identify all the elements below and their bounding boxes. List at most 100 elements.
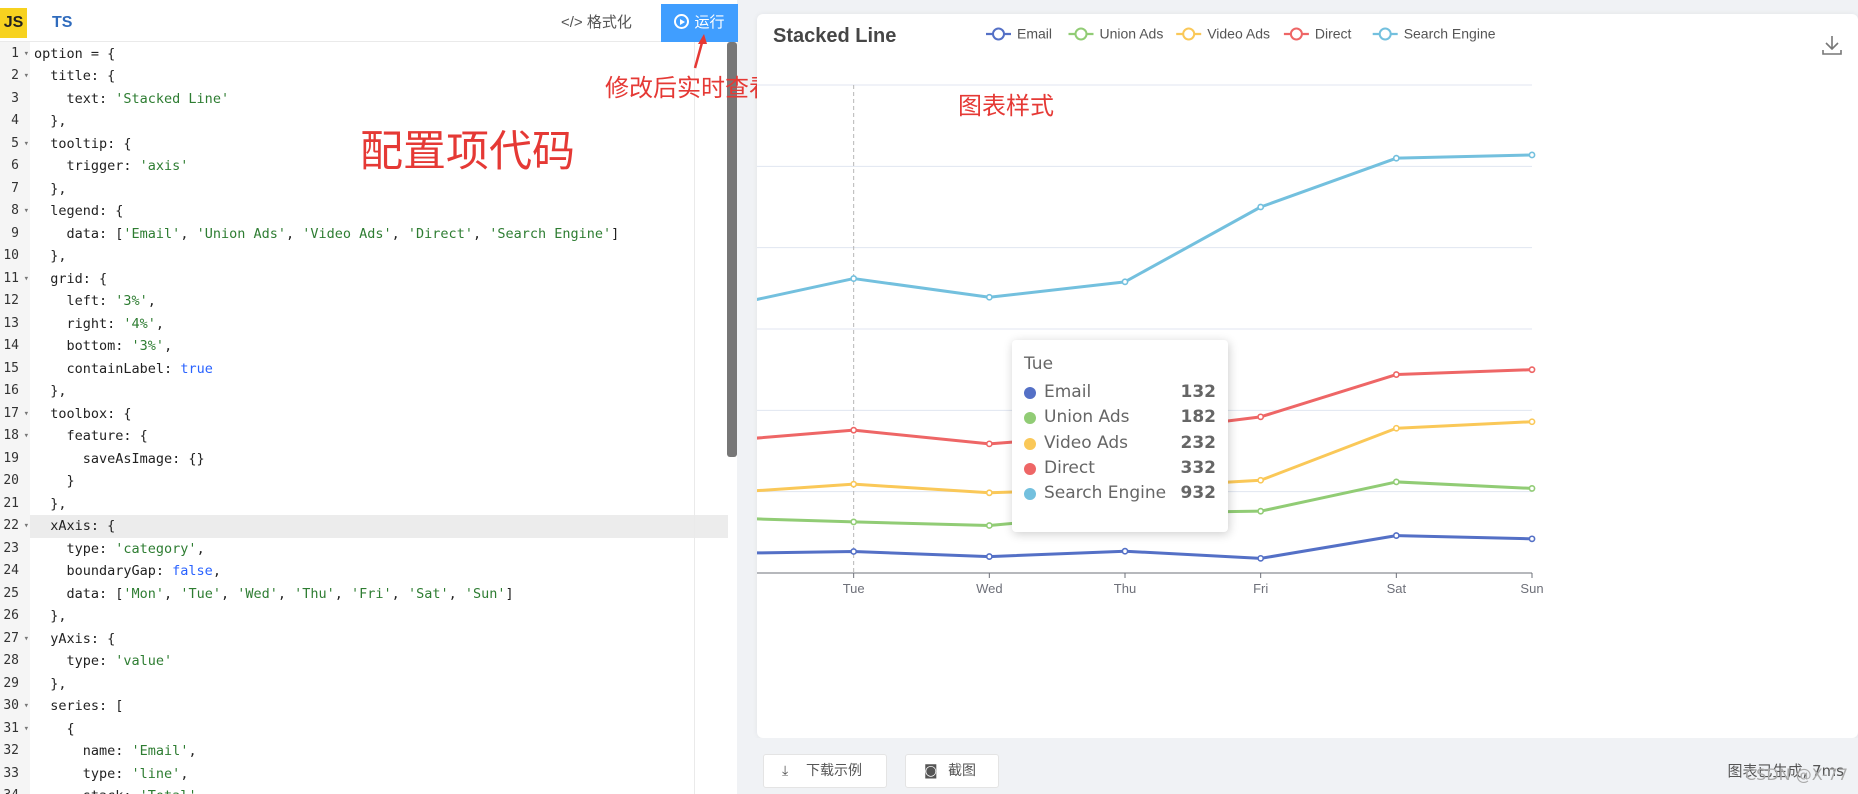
code-line[interactable]: legend: { — [34, 203, 124, 219]
code-line[interactable]: xAxis: { — [30, 515, 728, 538]
download-example-button[interactable]: ⤓ 下载示例 — [763, 754, 887, 788]
fold-arrow-icon[interactable]: ▾ — [23, 408, 29, 419]
data-point — [985, 522, 993, 529]
line-number: 14 — [0, 335, 30, 358]
line-number: 5 ▾ — [0, 133, 30, 156]
code-line[interactable]: title: { — [34, 68, 116, 84]
fold-arrow-icon[interactable]: ▾ — [23, 723, 29, 734]
code-line[interactable]: }, — [34, 608, 67, 624]
code-line[interactable]: data: ['Email', 'Union Ads', 'Video Ads'… — [34, 225, 620, 242]
code-line[interactable]: }, — [34, 383, 67, 399]
tooltip-row: Union Ads 182 — [1024, 403, 1216, 433]
screenshot-label: 截图 — [948, 763, 976, 779]
code-line[interactable]: }, — [34, 248, 67, 264]
fold-arrow-icon[interactable]: ▾ — [23, 701, 29, 711]
stacked-line-chart[interactable]: Stacked Line05001,0001,5002,0002,5003,00… — [757, 14, 1858, 738]
code-line[interactable]: saveAsImage: {} — [34, 450, 205, 467]
line-number-text: 30 — [3, 698, 19, 713]
line-number: 10 — [0, 245, 30, 268]
fold-arrow-icon[interactable]: ▾ — [23, 633, 29, 644]
code-line[interactable]: series: [ — [34, 698, 124, 714]
data-point — [1392, 424, 1400, 432]
tooltip-row: Direct 332 — [1024, 454, 1216, 484]
watermark: CSDN @X-77 — [1745, 765, 1848, 784]
editor-scrollbar[interactable] — [727, 42, 737, 457]
line-number-text: 22 — [3, 518, 19, 533]
data-point — [850, 480, 858, 488]
run-button[interactable]: 运行 — [661, 4, 738, 42]
chart-panel: Stacked Line05001,0001,5002,0002,5003,00… — [757, 14, 1858, 738]
line-number-text: 6 — [11, 158, 19, 173]
code-line[interactable]: feature: { — [34, 428, 148, 444]
code-line[interactable]: type: 'value' — [34, 653, 173, 669]
code-line[interactable]: type: 'category', — [34, 540, 205, 557]
legend-label[interactable]: Email — [1017, 26, 1052, 42]
legend-symbol-circle — [1182, 27, 1196, 41]
code-line[interactable]: type: 'line', — [34, 765, 189, 782]
code-line[interactable]: }, — [34, 113, 67, 129]
code-line[interactable]: }, — [34, 495, 67, 512]
code-line[interactable]: yAxis: { — [34, 630, 116, 647]
code-line[interactable]: } — [34, 473, 75, 489]
fold-arrow-icon[interactable]: ▾ — [23, 71, 29, 81]
tooltip-series-value: 132 — [1180, 382, 1217, 402]
legend-label[interactable]: Search Engine — [1404, 26, 1496, 42]
code-line[interactable]: tooltip: { — [34, 135, 132, 152]
code-line[interactable]: option = { — [34, 45, 116, 62]
fold-arrow-icon[interactable]: ▾ — [23, 521, 29, 531]
code-line[interactable]: bottom: '3%', — [34, 338, 173, 354]
line-number-text: 1 — [11, 45, 19, 61]
code-line[interactable]: trigger: 'axis' — [34, 158, 189, 174]
line-number: 28 — [0, 650, 30, 673]
code-line[interactable]: }, — [34, 180, 67, 197]
line-number: 12 — [0, 290, 30, 313]
data-point — [985, 440, 993, 448]
format-button[interactable]: </> 格式化 — [561, 10, 632, 36]
tab-ts[interactable]: TS — [52, 14, 73, 31]
fold-arrow-icon[interactable]: ▾ — [23, 48, 29, 59]
line-number-text: 28 — [3, 653, 19, 668]
line-number-text: 31 — [3, 720, 19, 736]
data-point — [1392, 371, 1400, 378]
print-margin-line — [694, 42, 695, 794]
code-line[interactable]: data: ['Mon', 'Tue', 'Wed', 'Thu', 'Fri'… — [34, 585, 514, 602]
code-line[interactable]: toolbox: { — [34, 405, 132, 422]
fold-arrow-icon[interactable]: ▾ — [23, 431, 29, 441]
line-number-text: 15 — [3, 360, 19, 376]
line-number: 7 — [0, 178, 30, 201]
line-number-text: 5 — [11, 135, 19, 151]
legend-label[interactable]: Direct — [1315, 26, 1352, 42]
code-line[interactable]: grid: { — [34, 270, 108, 287]
line-number-text: 25 — [3, 585, 19, 601]
save-as-image-icon[interactable] — [1821, 34, 1843, 56]
fold-arrow-icon[interactable]: ▾ — [23, 206, 29, 216]
legend-label[interactable]: Union Ads — [1100, 26, 1164, 42]
fold-arrow-icon[interactable]: ▾ — [23, 138, 29, 149]
tooltip-title: Tue — [1024, 354, 1054, 374]
tooltip-series-value: 182 — [1180, 407, 1217, 428]
code-line[interactable]: containLabel: true — [34, 360, 213, 377]
code-content[interactable]: option = { title: { text: 'Stacked Line'… — [30, 42, 730, 794]
line-number-text: 23 — [3, 540, 19, 556]
legend-label[interactable]: Video Ads — [1207, 26, 1270, 42]
screenshot-button[interactable]: ◙ 截图 — [905, 754, 999, 788]
fold-arrow-icon[interactable]: ▾ — [23, 273, 29, 284]
code-line[interactable]: boundaryGap: false, — [34, 563, 221, 579]
line-number: 24 — [0, 560, 30, 583]
code-line[interactable]: text: 'Stacked Line' — [34, 90, 230, 107]
camera-icon: ◙ — [924, 763, 938, 779]
editor-tab-bar: JS TS </> 格式化 运行 — [0, 0, 738, 42]
code-line[interactable]: left: '3%', — [34, 293, 156, 309]
code-line[interactable]: stack: 'Total', — [34, 785, 205, 794]
code-line[interactable]: name: 'Email', — [34, 743, 197, 759]
code-line[interactable]: right: '4%', — [34, 315, 165, 332]
code-line[interactable]: { — [34, 720, 75, 737]
line-number: 16 — [0, 380, 30, 403]
series-dot-icon — [1024, 437, 1036, 450]
data-point — [1392, 532, 1400, 539]
tab-js[interactable]: JS — [0, 8, 27, 38]
chart-tooltip: Tue Email 132 Union Ads 182 Video Ads 232 Dire… — [1012, 340, 1228, 532]
line-number-text: 7 — [11, 180, 19, 196]
line-number: 13 — [0, 313, 30, 336]
code-line[interactable]: }, — [34, 675, 67, 692]
